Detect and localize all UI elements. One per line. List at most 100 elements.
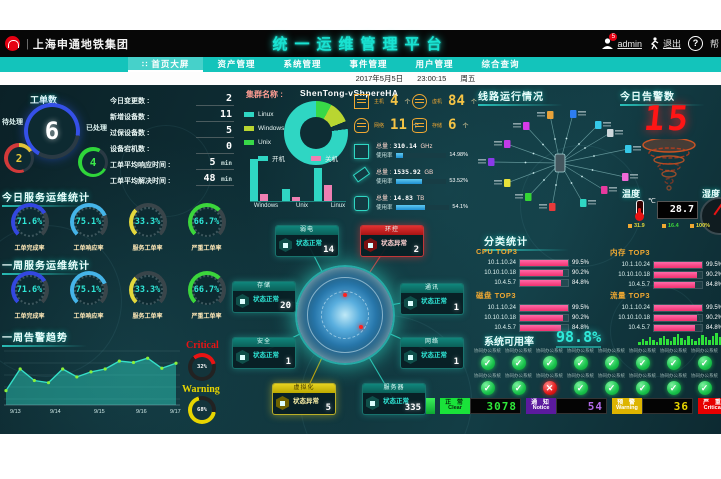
top3-bar [520, 325, 561, 331]
system-label: 协同办公系统 [504, 373, 532, 379]
system-status-item: 协同办公系统 ✓ [534, 347, 565, 370]
topo-card-弱电: 弱电 状态正常 14 [275, 225, 339, 257]
top-bar: | 上海申通地铁集团 统一运维管理平台 5 admin 退出 ? 帮 [0, 30, 721, 57]
topo-card-status: 状态正常 [253, 352, 279, 359]
status-ok-icon: ✓ [573, 356, 588, 370]
top3-value: 84.8% [572, 280, 590, 286]
usage-track [395, 204, 450, 210]
legend-label: Linux [258, 110, 274, 118]
top3-value: 84.8% [572, 325, 590, 331]
resource-total: 总量 :310.14 GHz [376, 142, 433, 150]
topo-card-icon [236, 350, 249, 364]
top3-ip: 10.1.10.24 [487, 260, 516, 266]
help-label[interactable]: 帮 [709, 39, 719, 49]
tab-label: 系统管理 [283, 59, 322, 69]
topo-card-body: 状态正常 14 [276, 235, 338, 256]
legend-item: Linux [244, 107, 284, 121]
topo-card-body: 状态正常 1 [233, 347, 295, 368]
kpi-row: 工单平均响应时间 : 5 min [110, 155, 234, 170]
top3-bar [520, 315, 564, 321]
cluster-bar-chart [250, 155, 346, 202]
top3-track [653, 314, 703, 322]
top3-title: CPU TOP3 [476, 247, 518, 256]
top3-panel: 内存 TOP310.1.10.2499.5%10.10.10.1890.2%10… [610, 247, 721, 290]
status-ok-icon: ✓ [511, 356, 526, 370]
topo-card-value: 1 [285, 357, 291, 367]
today-stats-title: 今日服务运维统计 [2, 189, 90, 207]
resource-usage: 使用率 54.1% [376, 203, 468, 211]
topo-card-body: 状态正常 1 [401, 347, 463, 368]
count-storage-icon: 存储 6 个 [412, 117, 468, 133]
tab-资产管理[interactable]: 资产管理 [203, 57, 269, 72]
topo-card-status: 状态正常 [421, 298, 447, 305]
logout-button[interactable]: 退出 [649, 37, 681, 50]
system-label: 协同办公系统 [566, 348, 594, 354]
bar-开机 [250, 159, 258, 201]
top3-ip: 10.1.10.24 [621, 305, 650, 311]
status-ok-icon: ✓ [604, 381, 619, 395]
percent-gauge: 33.3% 服务工单率 [121, 271, 175, 320]
kpi-value: 48 min [196, 173, 234, 186]
tab-综合查询[interactable]: 综合查询 [468, 57, 534, 72]
eq-bar [711, 336, 714, 345]
usage-percent: 14.98% [449, 152, 468, 158]
bar-category-label: Unix [295, 203, 308, 209]
logout-label[interactable]: 退出 [662, 39, 681, 49]
eq-bar [704, 337, 707, 345]
top3-track [519, 304, 569, 312]
top3-row: 10.4.5.7 84.8% [476, 278, 594, 288]
cpu-icon [354, 144, 369, 159]
topo-card-body: 状态正常 20 [233, 291, 295, 312]
username[interactable]: admin [617, 38, 642, 49]
tab-首页大屏[interactable]: ∷ 首页大屏 [128, 57, 204, 72]
system-label: 协同办公系统 [597, 373, 625, 379]
topo-card-环控: 环控 状态异常 2 [360, 225, 424, 257]
eq-bar [694, 341, 697, 345]
topo-card-value: 5 [325, 403, 331, 413]
top3-track [653, 271, 703, 279]
top3-value: 90.2% [706, 272, 721, 278]
help-icon[interactable]: ? [687, 36, 703, 51]
top3-bar [654, 325, 695, 331]
gauge-value: 66.7% [193, 217, 220, 227]
count-host-icon: 主机 4 个 [354, 93, 410, 109]
tab-label: 用户管理 [415, 59, 454, 69]
critical-ring-value: 32% [197, 364, 207, 370]
status-ok-icon: ✓ [635, 381, 650, 395]
tab-系统管理[interactable]: 系统管理 [269, 57, 335, 72]
eq-bar [680, 338, 683, 345]
system-status-item: 协同办公系统 ✓ [689, 347, 720, 370]
top3-track [519, 314, 569, 322]
user-menu[interactable]: 5 admin [601, 33, 642, 50]
system-label: 协同办公系统 [473, 373, 501, 379]
thermometer-icon [635, 200, 644, 221]
topo-card-icon [366, 396, 379, 410]
ticker-label-en: Warning [616, 404, 638, 411]
ticker-label-en: Notice [532, 404, 550, 411]
tab-用户管理[interactable]: 用户管理 [401, 57, 467, 72]
count-value: 4 [390, 93, 399, 109]
date-text: 2017年5月5日 [355, 74, 404, 83]
topo-card-title: 存储 [233, 282, 295, 291]
resource-row: 总量 :14.83 TB 使用率 54.1% [354, 193, 468, 217]
resource-total-value: 1535.92 [393, 168, 421, 176]
top3-bar [654, 305, 702, 311]
count-value: 11 [390, 117, 407, 133]
system-status-item: 协同办公系统 ✓ [503, 347, 534, 370]
workorder-gauge: 6 [24, 103, 80, 159]
resource-unit: GB [422, 170, 434, 176]
dashboard-main: 工单数 6 待处理 2 已处理 4 今日变更数 :2 新增设备数 :11 过保设备数… [0, 85, 721, 434]
topo-card-icon [279, 238, 292, 252]
system-label: 协同办公系统 [628, 373, 656, 379]
system-status-row: 协同办公系统 ✓ 协同办公系统 ✓ 协同办公系统 ✕ 协同办公系统 ✓ 协同办公系统 ✓ 协同办公系… [472, 372, 720, 395]
count-label: 网络 [374, 122, 385, 129]
temperature-value: 28.7 [657, 201, 698, 219]
system-status-item: 协同办公系统 ✓ [565, 372, 596, 395]
system-status-item: 协同办公系统 ✓ [658, 372, 689, 395]
bar-legend-label: 开机 [272, 156, 285, 163]
critical-ring: 32% [188, 353, 216, 381]
top3-row: 10.1.10.24 99.5% [610, 260, 721, 270]
tab-事件管理[interactable]: 事件管理 [335, 57, 401, 72]
usage-fill [395, 204, 425, 210]
top3-ip: 10.10.10.18 [618, 315, 650, 321]
